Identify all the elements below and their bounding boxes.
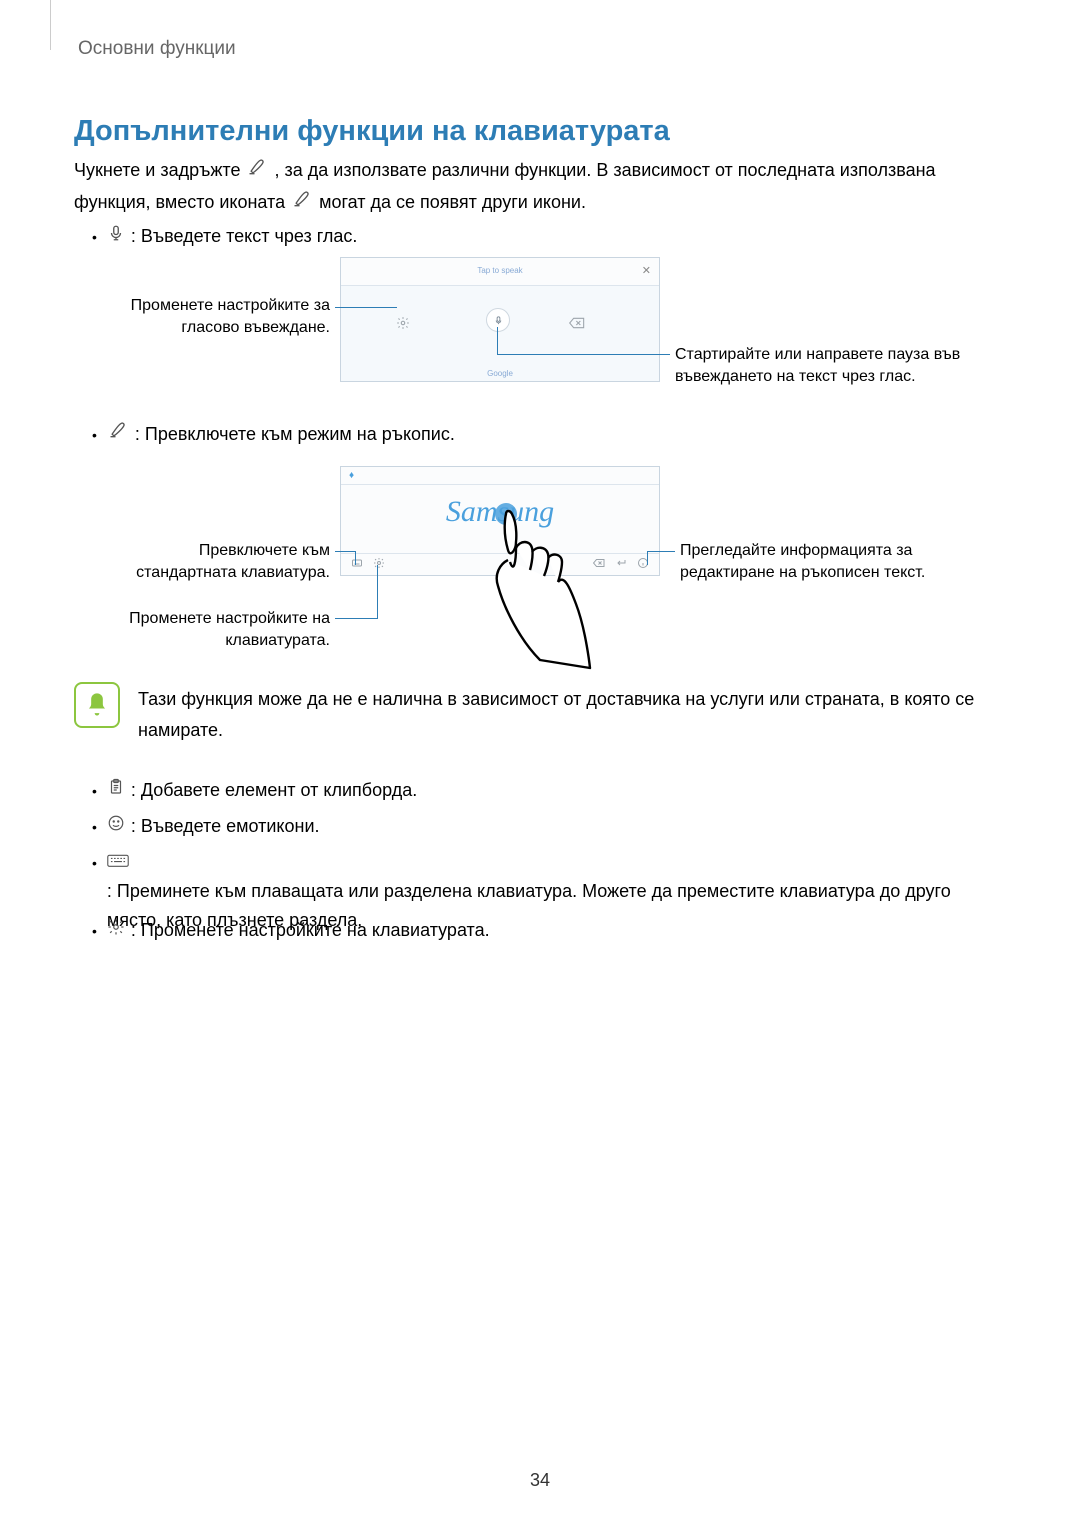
- handwriting-icon: [292, 188, 312, 219]
- callout-line: [497, 327, 498, 354]
- handwriting-icon: [107, 420, 129, 449]
- bullet-emoji-text: : Въведете емотикони.: [131, 812, 320, 841]
- keyboard-switch-icon: [351, 556, 363, 574]
- gear-icon: [107, 916, 125, 945]
- callout-line: [335, 307, 397, 308]
- bullet-handwriting-text: : Превключете към режим на ръкопис.: [135, 420, 455, 449]
- bullet-dot: •: [92, 812, 97, 838]
- drop-icon: ♦: [349, 470, 354, 481]
- breadcrumb: Основни функции: [78, 38, 236, 60]
- bullet-settings-text: : Променете настройките на клавиатурата.: [131, 916, 490, 945]
- page-number: 34: [530, 1470, 550, 1491]
- intro-text-1: Чукнете и задръжте: [74, 160, 245, 180]
- bullet-dot: •: [92, 916, 97, 942]
- bullet-dot: •: [92, 222, 97, 248]
- mic-button: [486, 308, 510, 332]
- callout-std-keyboard: Превключете към стандартната клавиатура.: [100, 540, 330, 585]
- figure1-header: Tap to speak ✕: [341, 258, 659, 286]
- callout-line: [497, 354, 670, 355]
- callout-kbd-settings: Променете настройките на клавиатурата.: [120, 608, 330, 653]
- intro-paragraph: Чукнете и задръжте , за да използвате ра…: [74, 155, 974, 218]
- bullet-dot: •: [92, 848, 97, 874]
- bullet-dot: •: [92, 776, 97, 802]
- bullet-voice: • : Въведете текст чрез глас.: [92, 222, 357, 251]
- bullet-clipboard-text: : Добавете елемент от клипборда.: [131, 776, 417, 805]
- bullet-handwriting: • : Превключете към режим на ръкопис.: [92, 420, 455, 449]
- hand-illustration: [480, 500, 610, 675]
- callout-line: [335, 551, 355, 552]
- bullet-voice-text: : Въведете текст чрез глас.: [131, 222, 358, 251]
- bullet-clipboard: • : Добавете елемент от клипборда.: [92, 776, 417, 805]
- keyboard-float-icon: [107, 848, 129, 877]
- callout-line: [647, 551, 648, 565]
- callout-voice-mic: Стартирайте или направете пауза във въве…: [675, 344, 1015, 389]
- clipboard-icon: [107, 776, 125, 805]
- callout-handwriting-info: Прегледайте информацията за редактиране …: [680, 540, 1000, 585]
- tap-to-speak-label: Tap to speak: [477, 266, 522, 275]
- note-text: Тази функция може да не е налична в зави…: [138, 682, 994, 745]
- gear-icon: [396, 316, 410, 335]
- google-label: Google: [487, 369, 513, 378]
- callout-line: [377, 565, 378, 619]
- enter-icon: [615, 556, 627, 574]
- page-title: Допълнителни функции на клавиатурата: [74, 115, 670, 148]
- figure1-body: [341, 286, 659, 356]
- gear-icon: [373, 556, 385, 574]
- note-bell-icon: [74, 682, 120, 728]
- bullet-dot: •: [92, 420, 97, 446]
- smiley-icon: [107, 812, 125, 841]
- note-box: Тази функция може да не е налична в зави…: [74, 682, 994, 745]
- intro-text-3: могат да се появят други икони.: [319, 192, 586, 212]
- figure2-header: ♦: [341, 467, 659, 485]
- callout-line: [335, 618, 377, 619]
- backspace-icon: [569, 316, 585, 334]
- bullet-settings: • : Променете настройките на клавиатурат…: [92, 916, 490, 945]
- close-icon: ✕: [642, 264, 651, 277]
- margin-marker: [50, 0, 51, 50]
- microphone-icon: [107, 222, 125, 251]
- callout-voice-settings: Променете настройките за гласово въвежда…: [110, 295, 330, 340]
- callout-line: [355, 551, 356, 565]
- handwriting-icon: [247, 156, 267, 187]
- bullet-emoji: • : Въведете емотикони.: [92, 812, 320, 841]
- callout-line: [647, 551, 675, 552]
- voice-input-figure: Tap to speak ✕ Google: [340, 257, 660, 382]
